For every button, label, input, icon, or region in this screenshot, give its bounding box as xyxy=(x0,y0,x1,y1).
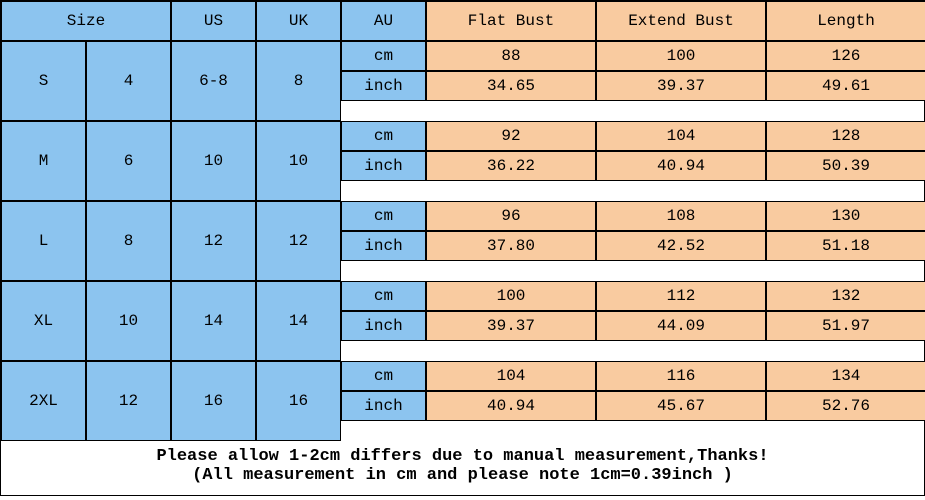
rows-container: Scminch46-888834.6510039.3712649.61Mcmin… xyxy=(1,41,924,441)
header-row: Size US UK AU Flat Bust Extend Bust Leng… xyxy=(1,1,924,41)
uk-value: 10 xyxy=(171,121,256,201)
table-row: Mcminch610109236.2210440.9412850.39 xyxy=(1,121,924,201)
extend-bust-cm: 104 xyxy=(596,121,766,151)
footer-note: Please allow 1-2cm differs due to manual… xyxy=(1,441,924,495)
unit-cm: cm xyxy=(341,201,426,231)
size-label: M xyxy=(1,121,86,201)
length-inch: 49.61 xyxy=(766,71,925,101)
length-column: 13452.76 xyxy=(766,361,925,421)
unit-column: cminch xyxy=(341,201,426,261)
length-cm: 132 xyxy=(766,281,925,311)
flat-bust-cm: 96 xyxy=(426,201,596,231)
flat-bust-inch: 39.37 xyxy=(426,311,596,341)
length-column: 13051.18 xyxy=(766,201,925,261)
header-uk: UK xyxy=(256,1,341,41)
extend-bust-cm: 116 xyxy=(596,361,766,391)
uk-value: 6-8 xyxy=(171,41,256,121)
length-cm: 134 xyxy=(766,361,925,391)
us-value: 10 xyxy=(86,281,171,361)
flat-bust-column: 10039.37 xyxy=(426,281,596,341)
uk-value: 14 xyxy=(171,281,256,361)
uk-value: 16 xyxy=(171,361,256,441)
extend-bust-column: 11645.67 xyxy=(596,361,766,421)
au-value: 16 xyxy=(256,361,341,441)
flat-bust-column: 9637.80 xyxy=(426,201,596,261)
au-value: 10 xyxy=(256,121,341,201)
flat-bust-column: 10440.94 xyxy=(426,361,596,421)
extend-bust-inch: 42.52 xyxy=(596,231,766,261)
extend-bust-inch: 45.67 xyxy=(596,391,766,421)
unit-column: cminch xyxy=(341,281,426,341)
length-inch: 51.97 xyxy=(766,311,925,341)
extend-bust-column: 11244.09 xyxy=(596,281,766,341)
uk-value: 12 xyxy=(171,201,256,281)
extend-bust-cm: 108 xyxy=(596,201,766,231)
extend-bust-cm: 100 xyxy=(596,41,766,71)
flat-bust-cm: 88 xyxy=(426,41,596,71)
unit-inch: inch xyxy=(341,71,426,101)
length-column: 12850.39 xyxy=(766,121,925,181)
table-row: Scminch46-888834.6510039.3712649.61 xyxy=(1,41,924,121)
table-row: 2XLcminch12161610440.9411645.6713452.76 xyxy=(1,361,924,441)
extend-bust-cm: 112 xyxy=(596,281,766,311)
flat-bust-cm: 104 xyxy=(426,361,596,391)
us-value: 6 xyxy=(86,121,171,201)
unit-column: cminch xyxy=(341,361,426,421)
length-column: 12649.61 xyxy=(766,41,925,101)
flat-bust-column: 9236.22 xyxy=(426,121,596,181)
table-row: XLcminch10141410039.3711244.0913251.97 xyxy=(1,281,924,361)
unit-column: cminch xyxy=(341,121,426,181)
au-value: 8 xyxy=(256,41,341,121)
footer-line1: Please allow 1-2cm differs due to manual… xyxy=(156,447,768,466)
size-label: L xyxy=(1,201,86,281)
unit-cm: cm xyxy=(341,121,426,151)
length-cm: 130 xyxy=(766,201,925,231)
us-value: 8 xyxy=(86,201,171,281)
extend-bust-column: 10842.52 xyxy=(596,201,766,261)
unit-inch: inch xyxy=(341,391,426,421)
extend-bust-inch: 44.09 xyxy=(596,311,766,341)
length-inch: 51.18 xyxy=(766,231,925,261)
header-size: Size xyxy=(1,1,171,41)
size-label: 2XL xyxy=(1,361,86,441)
header-flat-bust: Flat Bust xyxy=(426,1,596,41)
header-us: US xyxy=(171,1,256,41)
extend-bust-inch: 39.37 xyxy=(596,71,766,101)
flat-bust-cm: 92 xyxy=(426,121,596,151)
length-column: 13251.97 xyxy=(766,281,925,341)
size-label: XL xyxy=(1,281,86,361)
table-row: Lcminch812129637.8010842.5213051.18 xyxy=(1,201,924,281)
unit-inch: inch xyxy=(341,151,426,181)
unit-cm: cm xyxy=(341,41,426,71)
header-extend-bust: Extend Bust xyxy=(596,1,766,41)
length-inch: 52.76 xyxy=(766,391,925,421)
flat-bust-column: 8834.65 xyxy=(426,41,596,101)
unit-inch: inch xyxy=(341,231,426,261)
unit-cm: cm xyxy=(341,281,426,311)
flat-bust-inch: 40.94 xyxy=(426,391,596,421)
au-value: 12 xyxy=(256,201,341,281)
length-cm: 128 xyxy=(766,121,925,151)
footer-line2: (All measurement in cm and please note 1… xyxy=(192,466,733,485)
flat-bust-cm: 100 xyxy=(426,281,596,311)
header-length: Length xyxy=(766,1,925,41)
size-label: S xyxy=(1,41,86,121)
extend-bust-inch: 40.94 xyxy=(596,151,766,181)
unit-cm: cm xyxy=(341,361,426,391)
au-value: 14 xyxy=(256,281,341,361)
unit-inch: inch xyxy=(341,311,426,341)
length-inch: 50.39 xyxy=(766,151,925,181)
unit-column: cminch xyxy=(341,41,426,101)
us-value: 12 xyxy=(86,361,171,441)
flat-bust-inch: 37.80 xyxy=(426,231,596,261)
us-value: 4 xyxy=(86,41,171,121)
header-au: AU xyxy=(341,1,426,41)
length-cm: 126 xyxy=(766,41,925,71)
size-chart-table: Size US UK AU Flat Bust Extend Bust Leng… xyxy=(0,0,925,496)
flat-bust-inch: 34.65 xyxy=(426,71,596,101)
flat-bust-inch: 36.22 xyxy=(426,151,596,181)
extend-bust-column: 10440.94 xyxy=(596,121,766,181)
extend-bust-column: 10039.37 xyxy=(596,41,766,101)
